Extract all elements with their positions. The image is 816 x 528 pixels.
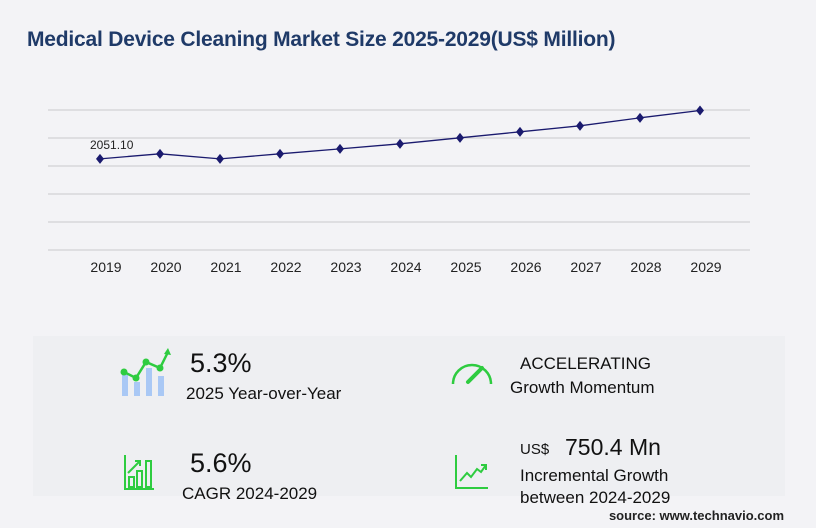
incremental-label: Incremental Growth — [520, 466, 669, 485]
data-point — [456, 132, 464, 143]
x-tick-label: 2022 — [270, 259, 301, 275]
data-label: 2051.10 — [90, 138, 134, 152]
data-point — [156, 148, 164, 159]
momentum-label: Growth Momentum — [510, 378, 655, 397]
speedometer-icon — [451, 363, 493, 385]
data-point — [636, 112, 644, 123]
data-point — [516, 126, 524, 137]
source-text: source: www.technavio.com — [608, 508, 784, 523]
data-point — [696, 105, 704, 116]
x-tick-label: 2019 — [90, 259, 121, 275]
line-chart: 2051.10 2019 2020 2021 2022 2023 2024 2025 2026 2… — [48, 105, 750, 275]
growth-chart-icon — [120, 348, 171, 396]
cagr-value: 5.6% — [190, 448, 252, 478]
currency-prefix: US$ — [520, 441, 550, 458]
data-point — [576, 120, 584, 131]
x-tick-label: 2029 — [690, 259, 721, 275]
x-tick-label: 2023 — [330, 259, 361, 275]
bar-growth-icon — [124, 455, 154, 490]
data-point — [396, 138, 404, 149]
data-point — [96, 153, 104, 164]
chart-title: Medical Device Cleaning Market Size 2025… — [27, 28, 616, 51]
x-tick-label: 2024 — [390, 259, 421, 275]
momentum-value: ACCELERATING — [520, 354, 651, 373]
yoy-label: 2025 Year-over-Year — [186, 384, 342, 403]
x-tick-label: 2027 — [570, 259, 601, 275]
incremental-value: 750.4 Mn — [565, 434, 661, 460]
data-point — [276, 148, 284, 159]
data-point — [336, 143, 344, 154]
x-tick-label: 2026 — [510, 259, 541, 275]
x-tick-label: 2020 — [150, 259, 181, 275]
stats-panel — [33, 336, 785, 496]
yoy-value: 5.3% — [190, 348, 252, 378]
incremental-period: between 2024-2029 — [520, 488, 671, 507]
cagr-label: CAGR 2024-2029 — [182, 484, 318, 503]
data-point — [216, 153, 224, 164]
series-line — [99, 109, 701, 160]
x-tick-label: 2025 — [450, 259, 481, 275]
trend-up-icon — [455, 455, 488, 489]
x-tick-label: 2028 — [630, 259, 661, 275]
x-tick-label: 2021 — [210, 259, 241, 275]
